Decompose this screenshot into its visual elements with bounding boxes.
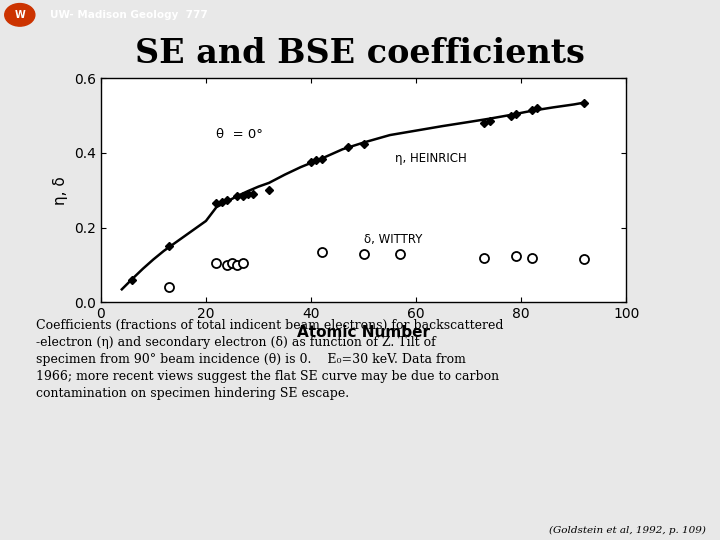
Text: θ  = 0°: θ = 0° [217,128,264,141]
Y-axis label: η, δ: η, δ [53,176,68,205]
Text: δ, WITTRY: δ, WITTRY [364,233,422,246]
X-axis label: Atomic Number: Atomic Number [297,326,430,340]
Circle shape [5,4,35,26]
Text: Coefficients (fractions of total indicent beam electrons) for backscattered
-ele: Coefficients (fractions of total indicen… [36,319,503,400]
Text: UW- Madison Geology  777: UW- Madison Geology 777 [50,10,208,20]
Text: η, HEINRICH: η, HEINRICH [395,152,467,165]
Text: W: W [14,10,25,20]
Text: SE and BSE coefficients: SE and BSE coefficients [135,37,585,70]
Text: (Goldstein et al, 1992, p. 109): (Goldstein et al, 1992, p. 109) [549,525,706,535]
